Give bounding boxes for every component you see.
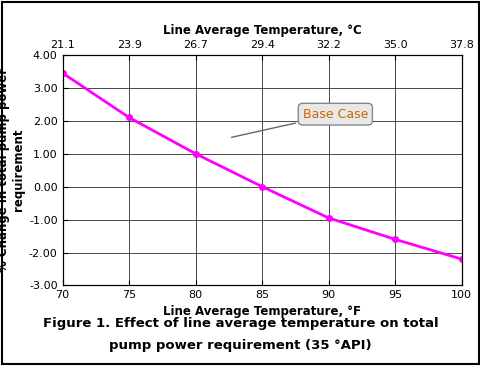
Text: pump power requirement (35 °API): pump power requirement (35 °API): [109, 339, 371, 352]
Text: Figure 1. Effect of line average temperature on total: Figure 1. Effect of line average tempera…: [43, 317, 437, 330]
Y-axis label: % Change in total pump power
requirement: % Change in total pump power requirement: [0, 68, 24, 272]
X-axis label: Line Average Temperature, °C: Line Average Temperature, °C: [162, 25, 361, 37]
Text: Base Case: Base Case: [231, 108, 367, 137]
X-axis label: Line Average Temperature, °F: Line Average Temperature, °F: [163, 305, 360, 318]
